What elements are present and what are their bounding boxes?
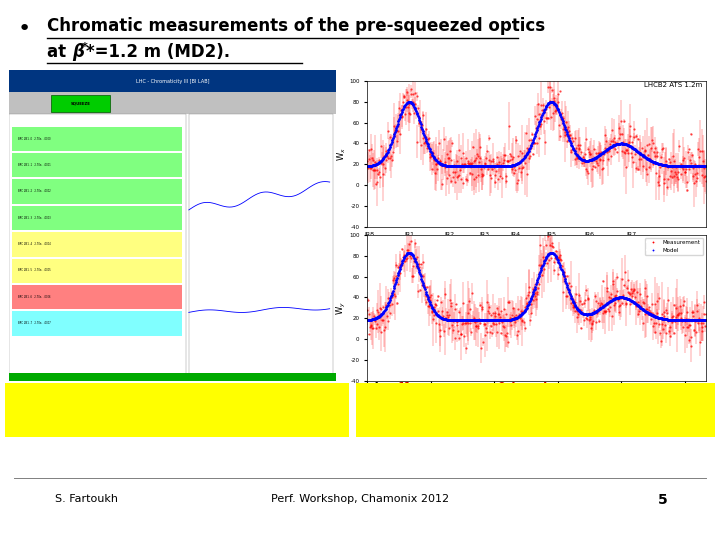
FancyBboxPatch shape [12, 127, 182, 151]
Text: at: at [47, 43, 72, 61]
FancyBboxPatch shape [12, 285, 182, 309]
FancyBboxPatch shape [12, 312, 182, 336]
FancyBboxPatch shape [12, 232, 182, 256]
Text: IR1: IR1 [404, 232, 414, 237]
Text: BRC 2B1 -2   2.70e-  -0002: BRC 2B1 -2 2.70e- -0002 [19, 190, 51, 193]
Text: SQUEEZE: SQUEEZE [71, 102, 91, 106]
FancyBboxPatch shape [12, 179, 182, 204]
Text: IR6: IR6 [585, 232, 594, 237]
Text: IR4: IR4 [510, 232, 521, 237]
Text: BRC 2B1 -4   2.70e-  -0004: BRC 2B1 -4 2.70e- -0004 [19, 242, 51, 246]
Text: IR3: IR3 [479, 232, 489, 237]
Text: IR8: IR8 [365, 232, 374, 237]
Text: IR7: IR7 [626, 232, 636, 237]
Text: over a: over a [235, 388, 283, 401]
Text: Perf. Workshop, Chamonix 2012: Perf. Workshop, Chamonix 2012 [271, 495, 449, 504]
Text: BRC 2B1 -3   2.70e-  -0003: BRC 2B1 -3 2.70e- -0003 [19, 215, 51, 220]
Y-axis label: W$_y$: W$_y$ [335, 301, 348, 315]
FancyBboxPatch shape [12, 259, 182, 283]
Text: LHC - Chromaticity III [BI LAB]: LHC - Chromaticity III [BI LAB] [135, 78, 210, 84]
Text: momentum window of +/-  1.5 permil: momentum window of +/- 1.5 permil [20, 413, 281, 426]
Text: 5: 5 [657, 492, 667, 507]
Text: BRC 2B1 -6   2.70e-  -0006: BRC 2B1 -6 2.70e- -0006 [19, 295, 51, 299]
FancyBboxPatch shape [12, 153, 182, 177]
Text: S. Fartoukh: S. Fartoukh [55, 495, 118, 504]
Text: BRC 2B1 -0   2.70e-  -0000: BRC 2B1 -0 2.70e- -0000 [19, 137, 51, 140]
Text: Chromatic measurements of the pre-squeezed optics: Chromatic measurements of the pre-squeez… [47, 17, 545, 35]
Text: BRC 2B1 -5   2.70e-  -0005: BRC 2B1 -5 2.70e- -0005 [19, 268, 51, 273]
FancyBboxPatch shape [12, 206, 182, 230]
FancyBboxPatch shape [189, 114, 333, 375]
FancyBboxPatch shape [9, 114, 186, 375]
Text: but is contained in s81/12/45/56: but is contained in s81/12/45/56 [367, 420, 593, 433]
FancyBboxPatch shape [9, 92, 336, 114]
Legend: Measurement, Model: Measurement, Model [645, 238, 703, 255]
Text: *=1.2 m (MD2).: *=1.2 m (MD2). [86, 43, 230, 61]
Text: The Tunes are linear vs. δ: The Tunes are linear vs. δ [18, 388, 199, 401]
FancyBboxPatch shape [9, 373, 336, 381]
FancyBboxPatch shape [51, 95, 110, 112]
Y-axis label: W$_x$: W$_x$ [336, 147, 348, 161]
Text: •: • [18, 19, 31, 39]
Text: BRC 2B1 -1   2.70e-  -0001: BRC 2B1 -1 2.70e- -0001 [19, 163, 51, 167]
FancyBboxPatch shape [9, 70, 336, 92]
Text: The: The [366, 382, 396, 395]
Text: *: * [81, 42, 87, 52]
Text: IR5: IR5 [546, 232, 557, 237]
Text: BRC 2B1 -7   2.70e-  -0007: BRC 2B1 -7 2.70e- -0007 [19, 321, 51, 325]
Text: p: p [226, 395, 233, 405]
Text: β: β [72, 43, 84, 61]
Text: wave: wave [626, 382, 667, 395]
Text: induced by the IT starts to show up: induced by the IT starts to show up [367, 401, 616, 414]
Text: LHCB2 ATS 1.2m: LHCB2 ATS 1.2m [644, 83, 702, 89]
X-axis label: Longitudinal location [m]: Longitudinal location [m] [488, 396, 585, 405]
Text: IR2: IR2 [445, 232, 455, 237]
Text: off-momentum β-beating: off-momentum β-beating [389, 382, 564, 395]
